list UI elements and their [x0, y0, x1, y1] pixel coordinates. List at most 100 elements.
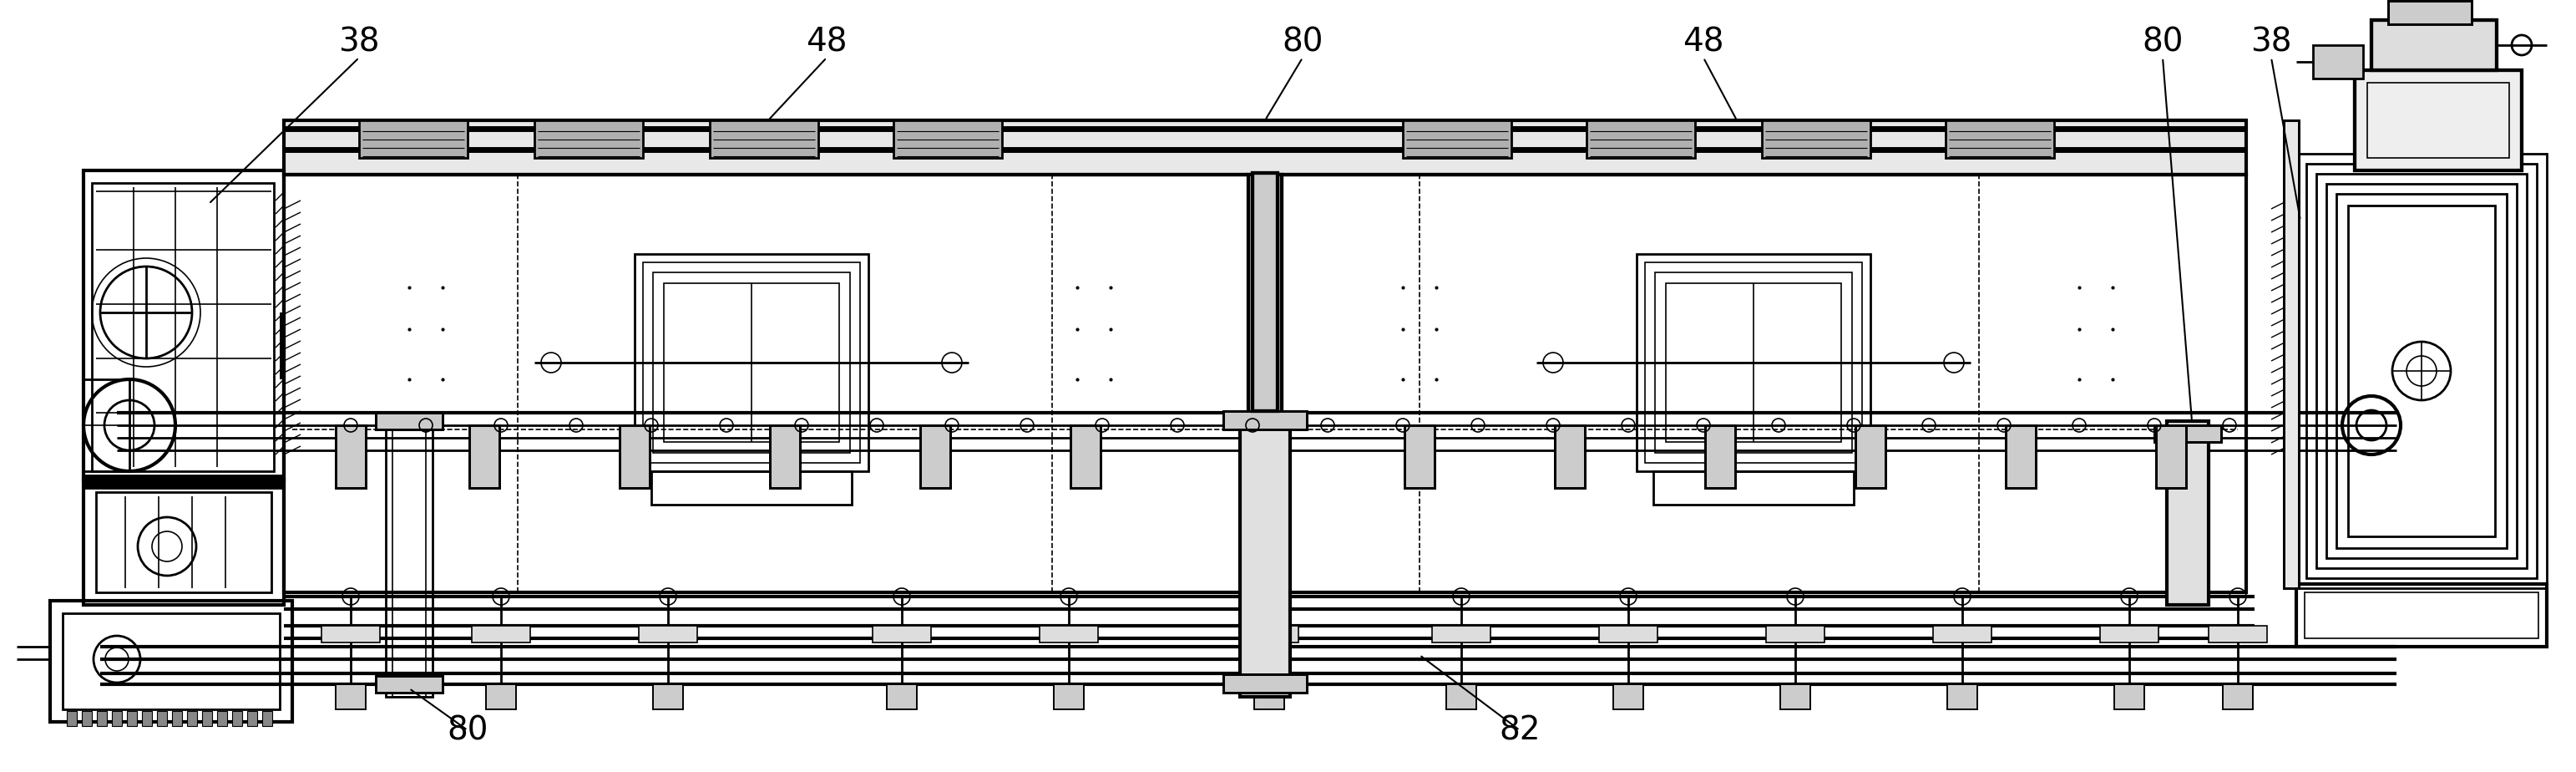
Text: 80: 80: [2143, 26, 2184, 58]
Bar: [283, 120, 2246, 174]
Bar: [1249, 174, 1283, 592]
Bar: [1636, 254, 1870, 471]
Bar: [487, 684, 515, 709]
Bar: [1445, 684, 1476, 709]
Bar: [376, 676, 443, 692]
Bar: [1252, 173, 1278, 411]
Bar: [1255, 684, 1285, 709]
Bar: [82, 379, 129, 471]
Bar: [2115, 684, 2143, 709]
Bar: [98, 711, 106, 726]
Bar: [2166, 421, 2208, 605]
Bar: [1054, 684, 1084, 709]
Bar: [1404, 425, 1435, 488]
Bar: [770, 425, 801, 488]
Bar: [392, 421, 425, 697]
Bar: [2099, 626, 2159, 642]
Bar: [471, 626, 531, 642]
Bar: [873, 626, 930, 642]
Bar: [2388, 1, 2470, 24]
Bar: [1947, 684, 1978, 709]
Bar: [1932, 626, 1991, 642]
Bar: [1705, 425, 1736, 488]
Bar: [621, 425, 649, 488]
Bar: [1767, 626, 1824, 642]
Bar: [247, 711, 258, 726]
Bar: [2306, 592, 2537, 638]
Bar: [1249, 174, 1283, 592]
Bar: [376, 676, 443, 692]
Bar: [1654, 273, 1852, 453]
Bar: [82, 476, 283, 488]
Bar: [1780, 684, 1811, 709]
Bar: [2295, 584, 2548, 647]
Bar: [111, 711, 121, 726]
Bar: [2336, 194, 2506, 548]
Bar: [639, 626, 698, 642]
Bar: [634, 254, 868, 471]
Bar: [2354, 70, 2522, 171]
Bar: [1072, 425, 1100, 488]
Bar: [2156, 425, 2187, 488]
Bar: [1239, 413, 1291, 697]
Bar: [2295, 154, 2548, 588]
Text: 80: 80: [448, 715, 489, 747]
Bar: [621, 425, 649, 488]
Bar: [652, 273, 850, 453]
Text: 38: 38: [2251, 26, 2293, 58]
Bar: [1404, 425, 1435, 488]
Bar: [2285, 120, 2298, 588]
Bar: [376, 413, 443, 429]
Bar: [157, 711, 167, 726]
Bar: [1239, 626, 1298, 642]
Bar: [920, 425, 951, 488]
Bar: [1252, 173, 1278, 411]
Bar: [173, 711, 183, 726]
Bar: [1780, 684, 1811, 709]
Bar: [894, 120, 1002, 158]
Bar: [142, 711, 152, 726]
Bar: [711, 120, 819, 158]
Bar: [920, 425, 951, 488]
Bar: [1855, 425, 1886, 488]
Bar: [1556, 425, 1584, 488]
Bar: [1613, 684, 1643, 709]
Bar: [2285, 120, 2298, 588]
Bar: [2208, 626, 2267, 642]
Bar: [216, 711, 227, 726]
Text: 82: 82: [1499, 715, 1540, 747]
Bar: [2326, 184, 2517, 558]
Bar: [335, 425, 366, 488]
Bar: [2306, 164, 2537, 578]
Bar: [95, 492, 270, 592]
Bar: [1054, 684, 1084, 709]
Bar: [2223, 684, 2254, 709]
Bar: [652, 471, 853, 505]
Bar: [2372, 20, 2496, 70]
Bar: [533, 120, 644, 158]
Bar: [2316, 174, 2527, 568]
Bar: [2166, 421, 2208, 605]
Text: 48: 48: [806, 26, 848, 58]
Bar: [82, 171, 283, 479]
Text: 38: 38: [337, 26, 379, 58]
Bar: [487, 684, 515, 709]
Bar: [2313, 45, 2362, 79]
Bar: [49, 601, 291, 722]
Bar: [1654, 471, 1855, 505]
Bar: [2349, 205, 2496, 537]
Bar: [93, 183, 273, 471]
Bar: [62, 613, 281, 709]
Bar: [1947, 684, 1978, 709]
Bar: [1855, 425, 1886, 488]
Bar: [1224, 411, 1306, 429]
Bar: [1667, 283, 1842, 442]
Bar: [188, 711, 196, 726]
Bar: [335, 684, 366, 709]
Bar: [886, 684, 917, 709]
Bar: [2388, 1, 2470, 24]
Bar: [1224, 674, 1306, 692]
Bar: [469, 425, 500, 488]
Bar: [1224, 411, 1306, 429]
Bar: [2367, 83, 2509, 158]
